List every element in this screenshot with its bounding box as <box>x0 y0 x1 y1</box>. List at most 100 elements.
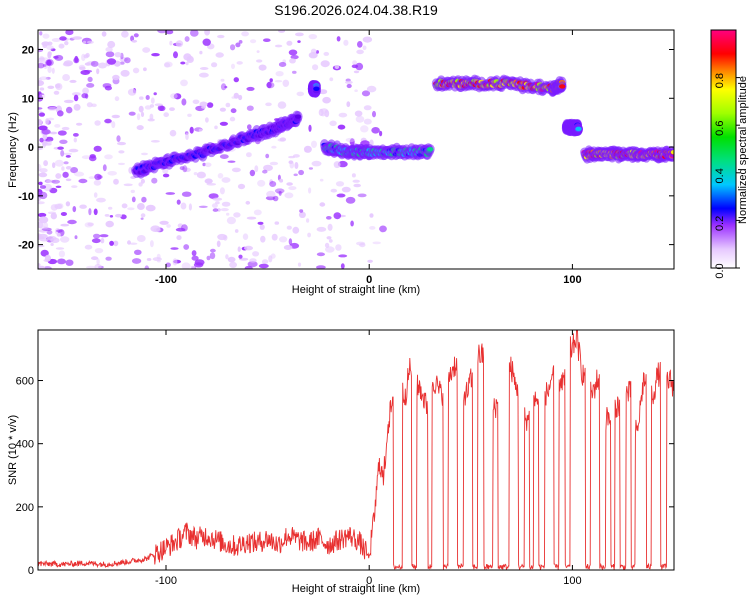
spectrogram-noise-blob <box>87 76 93 83</box>
spectrogram-noise-blob <box>46 45 54 51</box>
spectrogram-xtick-label: -100 <box>155 274 177 286</box>
spectrogram-noise-blob <box>39 137 44 143</box>
spectrogram-noise-blob <box>47 85 55 90</box>
spectrogram-noise-blob <box>42 141 46 148</box>
spectrogram-noise-blob <box>55 173 62 179</box>
spectrogram-noise-blob <box>72 36 83 40</box>
spectrogram-noise-blob <box>97 175 103 179</box>
spectrogram-noise-blob <box>65 166 72 170</box>
spectrogram-noise-blob <box>296 91 305 97</box>
spectrogram-noise-blob <box>42 133 48 140</box>
spectrogram-noise-blob <box>211 62 218 68</box>
spectrogram-noise-blob <box>294 162 299 169</box>
spectrogram-noise-blob <box>71 185 78 189</box>
spectrogram-noise-blob <box>153 92 157 96</box>
spectrogram-noise-blob <box>43 183 52 192</box>
spectrogram-noise-blob <box>204 178 213 184</box>
spectrogram-noise-blob <box>221 201 231 207</box>
spectrogram-noise-blob <box>284 192 294 199</box>
spectrogram-noise-blob <box>45 59 54 67</box>
spectrogram-noise-blob <box>289 58 296 64</box>
spectrogram-noise-blob <box>175 40 184 48</box>
spectrogram-noise-blob <box>39 226 48 230</box>
figure-title: S196.2026.024.04.38.R19 <box>274 2 438 18</box>
spectrogram-noise-blob <box>363 118 372 125</box>
spectrogram-track-mark <box>294 114 302 119</box>
spectrogram-xlabel: Height of straight line (km) <box>292 284 420 296</box>
spectrogram-noise-blob <box>192 99 200 105</box>
colorbar-tick-label: 0.0 <box>714 263 726 278</box>
snr-xtick-label: 0 <box>366 575 372 587</box>
spectrogram-noise-blob <box>219 187 225 195</box>
spectrogram-noise-blob <box>325 246 335 253</box>
snr-xlabel: Height of straight line (km) <box>292 583 420 595</box>
spectrogram-noise-blob <box>208 193 219 200</box>
spectrogram-noise-blob <box>60 223 70 227</box>
spectrogram-noise-blob <box>47 235 57 241</box>
spectrogram-noise-blob <box>257 221 264 225</box>
spectrogram-noise-blob <box>189 126 194 134</box>
spectrogram-noise-blob <box>274 221 280 225</box>
spectrogram-noise-blob <box>181 262 191 269</box>
spectrogram-noise-blob <box>316 50 319 54</box>
spectrogram-noise-blob <box>233 77 239 83</box>
spectrogram-noise-blob <box>265 102 272 107</box>
spectrogram-noise-blob <box>47 65 52 74</box>
spectrogram-noise-blob <box>303 145 312 153</box>
spectrogram-noise-blob <box>234 229 239 233</box>
spectrogram-noise-blob <box>38 107 43 110</box>
spectrogram-noise-blob <box>308 167 313 170</box>
spectrogram-noise-blob <box>252 251 260 257</box>
spectrogram-noise-blob <box>253 209 262 216</box>
spectrogram-noise-blob <box>93 233 101 239</box>
spectrogram-noise-blob <box>274 188 285 194</box>
spectrogram-noise-blob <box>129 242 138 245</box>
spectrogram-noise-blob <box>145 204 156 212</box>
spectrogram-noise-blob <box>334 65 340 69</box>
spectrogram-noise-blob <box>204 162 212 168</box>
spectrogram-noise-blob <box>279 137 287 142</box>
spectrogram-noise-blob <box>257 179 266 187</box>
spectrogram-noise-blob <box>146 258 152 261</box>
spectrogram-noise-blob <box>96 197 106 203</box>
spectrogram-noise-blob <box>286 225 292 230</box>
spectrogram-noise-blob <box>238 94 243 101</box>
spectrogram-noise-blob <box>320 113 326 117</box>
spectrogram-noise-blob <box>186 55 194 64</box>
spectrogram-noise-blob <box>319 178 324 182</box>
spectrogram-noise-blob <box>327 223 333 231</box>
spectrogram-noise-blob <box>181 98 187 106</box>
spectrogram-noise-blob <box>319 202 326 207</box>
spectrogram-noise-blob <box>320 60 330 68</box>
spectrogram-noise-blob <box>108 206 113 210</box>
spectrogram-noise-blob <box>308 124 312 132</box>
spectrogram-noise-blob <box>361 90 371 97</box>
spectrogram-noise-blob <box>196 171 206 179</box>
spectrogram-noise-blob <box>217 173 224 179</box>
spectrogram-noise-blob <box>353 70 360 74</box>
spectrogram-noise-blob <box>237 246 241 252</box>
spectrogram-noise-blob <box>286 182 293 186</box>
spectrogram-noise-blob <box>246 152 252 158</box>
spectrogram-noise-blob <box>86 102 93 108</box>
spectrogram-noise-blob <box>111 103 118 109</box>
spectrogram-noise-blob <box>322 96 331 104</box>
spectrogram-noise-blob <box>150 240 154 248</box>
spectrogram-noise-blob <box>104 214 110 217</box>
spectrogram-noise-blob <box>356 49 364 55</box>
spectrogram-noise-blob <box>38 62 45 69</box>
spectrogram-noise-blob <box>73 94 79 102</box>
spectrogram-noise-blob <box>337 124 346 130</box>
spectrogram-noise-blob <box>107 171 117 176</box>
spectrogram-noise-blob <box>268 255 273 263</box>
spectrogram-noise-blob <box>91 256 99 261</box>
spectrogram-noise-blob <box>38 201 45 205</box>
spectrogram-noise-blob <box>316 226 327 232</box>
spectrogram-noise-blob <box>176 235 182 241</box>
spectrogram-noise-blob <box>165 192 176 195</box>
spectrogram-noise-blob <box>329 77 334 82</box>
spectrogram-noise-blob <box>127 207 135 211</box>
spectrogram-noise-blob <box>348 229 355 234</box>
spectrogram-noise-blob <box>366 85 377 93</box>
spectrogram-noise-blob <box>205 117 209 123</box>
